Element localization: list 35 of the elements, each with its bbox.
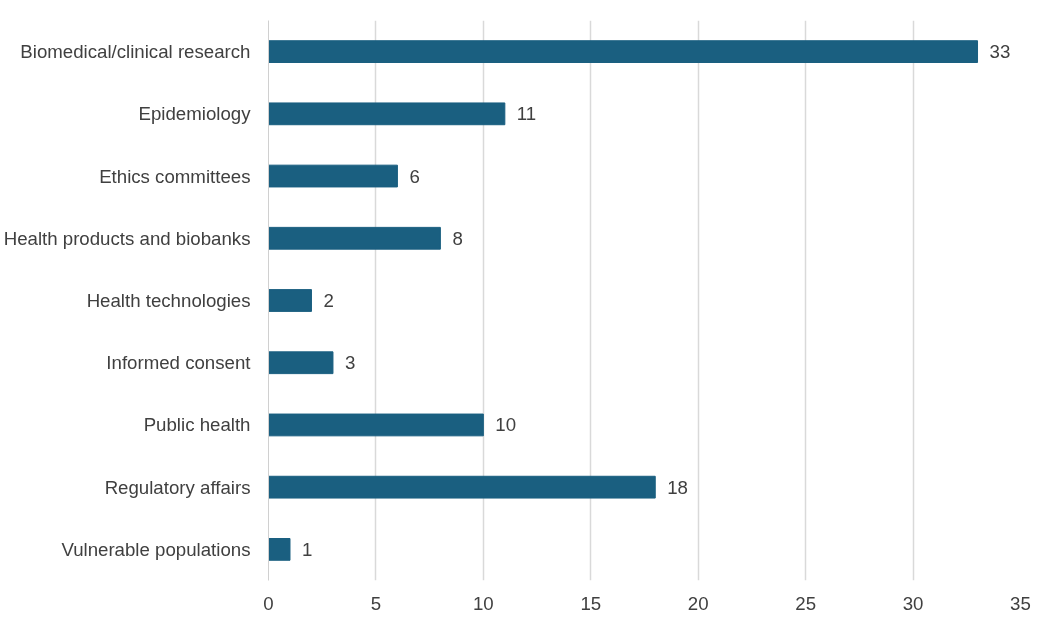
x-tick-label: 30 bbox=[902, 592, 924, 614]
y-tick-label: Epidemiology bbox=[138, 103, 252, 125]
x-tick-label: 0 bbox=[263, 592, 274, 614]
y-tick-label: Ethics committees bbox=[99, 165, 251, 187]
data-label: 2 bbox=[323, 290, 334, 311]
bar bbox=[268, 226, 441, 250]
x-tick-label: 10 bbox=[472, 592, 494, 614]
y-tick-label: Informed consent bbox=[106, 352, 252, 374]
data-label: 1 bbox=[301, 538, 313, 560]
data-label: 6 bbox=[409, 165, 420, 187]
bar bbox=[268, 538, 291, 561]
bar bbox=[268, 102, 506, 126]
y-tick-label: Health technologies bbox=[86, 290, 251, 311]
y-tick-label: Vulnerable populations bbox=[61, 538, 251, 560]
data-label: 10 bbox=[495, 414, 517, 436]
y-tick-label: Regulatory affairs bbox=[104, 476, 251, 498]
bar bbox=[268, 351, 334, 375]
data-label: 3 bbox=[344, 352, 356, 374]
x-tick-label: 5 bbox=[370, 592, 382, 614]
x-tick-label: 20 bbox=[687, 592, 709, 614]
x-tick-label: 15 bbox=[580, 592, 602, 614]
y-tick-label: Public health bbox=[143, 414, 251, 436]
y-tick-label: Biomedical/clinical research bbox=[20, 41, 251, 63]
data-label: 18 bbox=[667, 476, 689, 498]
y-tick-label: Health products and biobanks bbox=[3, 227, 251, 249]
bar bbox=[268, 164, 398, 188]
data-label: 33 bbox=[989, 41, 1011, 63]
x-tick-label: 35 bbox=[1010, 592, 1031, 614]
bar bbox=[268, 413, 484, 437]
bar bbox=[268, 289, 312, 312]
x-tick-label: 25 bbox=[795, 592, 817, 614]
bar bbox=[268, 475, 656, 499]
data-label: 11 bbox=[516, 103, 537, 125]
data-label: 8 bbox=[452, 227, 463, 249]
bar bbox=[268, 40, 979, 63]
